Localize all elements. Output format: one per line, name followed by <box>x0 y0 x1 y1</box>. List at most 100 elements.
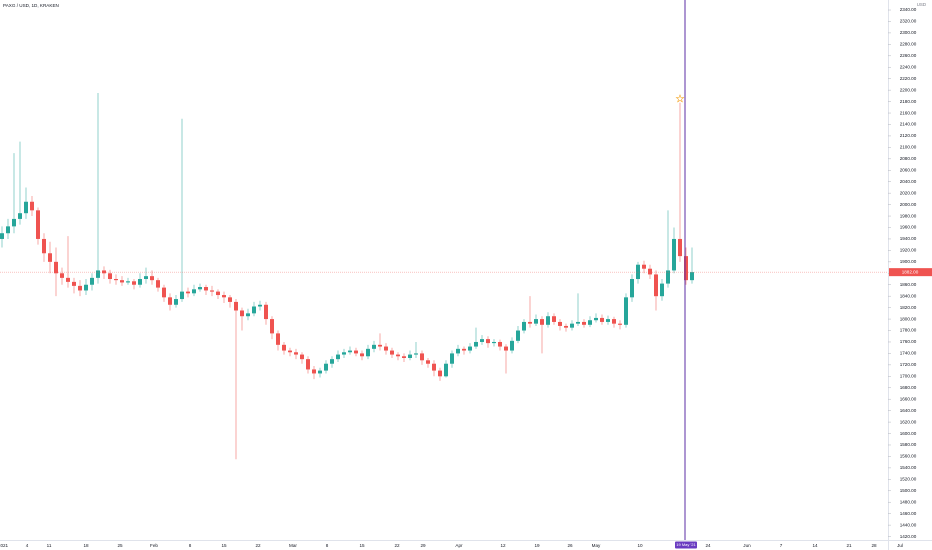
y-tick-label: 2220.00 <box>900 76 917 81</box>
candle-body <box>162 287 166 298</box>
candle-body <box>306 359 310 370</box>
x-tick-label: 15 <box>221 543 227 548</box>
candle-body <box>450 353 454 364</box>
star-icon <box>675 94 685 103</box>
x-tick-label: Mar <box>289 543 297 548</box>
candle-body <box>168 297 172 305</box>
candle-body <box>174 299 178 305</box>
y-tick-label: 1580.00 <box>900 442 917 447</box>
y-tick-label: 2060.00 <box>900 167 917 172</box>
y-tick-label: 2260.00 <box>900 53 917 58</box>
y-tick-label: 1620.00 <box>900 419 917 424</box>
y-tick-label: 1940.00 <box>900 236 917 241</box>
y-tick-label: 1920.00 <box>900 248 917 253</box>
y-tick-label: 1860.00 <box>900 282 917 287</box>
candle-body <box>72 281 76 286</box>
candle-body <box>540 319 544 325</box>
y-tick-label: 1500.00 <box>900 488 917 493</box>
y-tick-label: 2160.00 <box>900 110 917 115</box>
marker-date: 19 May '21 <box>676 542 696 547</box>
candle-body <box>192 289 196 294</box>
candle-body <box>84 284 88 291</box>
candle-body <box>312 369 316 374</box>
price-label-box <box>889 268 932 277</box>
candle-body <box>114 279 118 281</box>
candle-body <box>618 323 622 325</box>
candle-body <box>408 354 412 358</box>
candle-body <box>354 350 358 354</box>
candle-body <box>402 356 406 358</box>
candle-body <box>108 273 112 280</box>
candle-body <box>294 352 298 355</box>
candle-body <box>606 319 610 322</box>
candle-body <box>414 353 418 355</box>
x-tick-label: 10 <box>637 543 643 548</box>
y-tick-label: 1660.00 <box>900 396 917 401</box>
currency-label: USD <box>917 2 926 7</box>
y-tick-label: 2340.00 <box>900 7 917 12</box>
candle-body <box>90 277 94 285</box>
candle-body <box>666 270 670 284</box>
y-tick-label: 1600.00 <box>900 431 917 436</box>
candle-body <box>588 320 592 325</box>
candle-body <box>546 316 550 325</box>
x-tick-label: 8 <box>189 543 192 548</box>
candle-body <box>216 291 220 296</box>
x-tick-label: Jun <box>743 543 751 548</box>
candle-body <box>144 276 148 280</box>
candle-body <box>552 316 556 322</box>
y-tick-label: 2000.00 <box>900 202 917 207</box>
candle-body <box>396 354 400 357</box>
candle-body <box>282 344 286 351</box>
candle-body <box>264 304 268 320</box>
candle-body <box>438 370 442 377</box>
price-label: 1882.00 <box>902 269 919 274</box>
chart-title: PAXG / USD, 1D, KRAKEN <box>3 3 59 8</box>
y-tick-label: 2020.00 <box>900 190 917 195</box>
candle-body <box>0 233 4 239</box>
candle-body <box>270 319 274 334</box>
candle-body <box>528 321 532 324</box>
y-tick-label: 1520.00 <box>900 477 917 482</box>
candle-body <box>18 213 22 219</box>
y-tick-label: 1460.00 <box>900 511 917 516</box>
candle-body <box>516 330 520 341</box>
y-tick-label: 1480.00 <box>900 499 917 504</box>
candle-body <box>36 210 40 239</box>
x-tick-label: Feb <box>150 543 158 548</box>
candle-body <box>126 281 130 283</box>
candle-body <box>462 348 466 351</box>
candle-body <box>198 287 202 290</box>
x-tick-label: 7 <box>780 543 783 548</box>
candle-body <box>594 317 598 321</box>
candle-body <box>120 280 124 283</box>
candle-body <box>240 310 244 317</box>
candle-body <box>54 261 58 274</box>
candle-body <box>318 370 322 374</box>
candle-body <box>654 274 658 297</box>
candle-body <box>156 280 160 288</box>
candle-body <box>30 201 34 211</box>
candle-body <box>222 295 226 298</box>
candle-body <box>684 256 688 281</box>
candle-body <box>12 218 16 227</box>
candle-body <box>372 344 376 349</box>
candle-body <box>258 304 262 307</box>
candle-body <box>672 238 676 271</box>
candle-body <box>612 319 616 324</box>
x-tick-label: May <box>592 543 601 548</box>
y-tick-label: 2200.00 <box>900 87 917 92</box>
candle-body <box>636 264 640 280</box>
x-tick-label: 14 <box>812 543 818 548</box>
x-tick-label: Jul <box>897 543 903 548</box>
candle-body <box>66 277 70 282</box>
y-tick-label: 1720.00 <box>900 362 917 367</box>
y-tick-label: 1560.00 <box>900 454 917 459</box>
x-tick-label: 2021 <box>0 543 9 548</box>
x-tick-label: 22 <box>255 543 261 548</box>
candle-body <box>426 360 430 364</box>
candle-body <box>138 279 142 285</box>
candle-body <box>576 321 580 324</box>
candle-body <box>324 363 328 371</box>
